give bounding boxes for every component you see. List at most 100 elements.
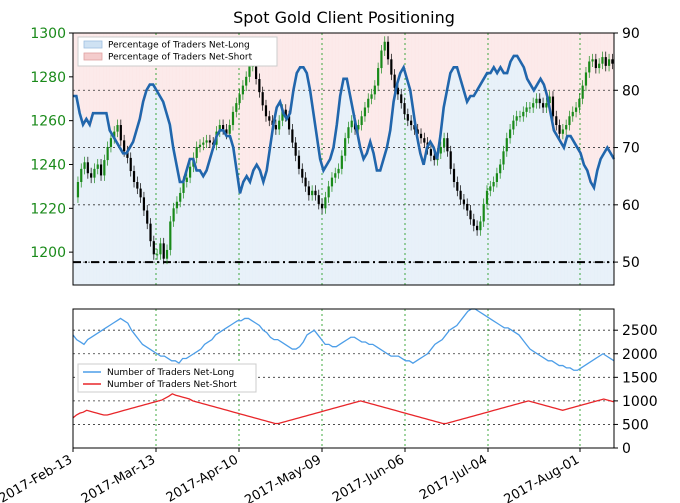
net-long-band [212, 147, 217, 285]
net-long-band [152, 84, 157, 285]
left-tick-label: 1240 [30, 157, 66, 173]
net-short-band [365, 33, 369, 154]
candle-body [106, 146, 109, 161]
net-short-band [371, 33, 376, 154]
candle-body [103, 160, 106, 176]
net-long-band [215, 136, 220, 285]
net-long-band [149, 84, 154, 285]
candle-body [495, 173, 498, 183]
net-long-band [481, 78, 485, 285]
candle-body [525, 107, 528, 112]
net-long-band [79, 113, 84, 286]
candle-body [113, 131, 116, 139]
candle-body [340, 155, 343, 169]
net-long-band [182, 181, 187, 285]
date-tick-label: 2017-Aug-01 [502, 452, 582, 503]
net-short-band [162, 33, 167, 102]
net-short-band [315, 33, 320, 137]
net-long-band [132, 141, 137, 285]
net-long-band [434, 159, 439, 285]
net-long-band [162, 101, 167, 285]
net-short-legend-swatch [83, 52, 103, 61]
candle-body [439, 146, 442, 154]
net-short-band [458, 33, 462, 79]
trader-count-panel: 0 500 1000 1500 2000 2500 Number of Traders N… [72, 308, 658, 457]
net-long-band [219, 130, 223, 285]
candle-body [311, 190, 314, 196]
candle-body [462, 199, 466, 204]
net-long-band [511, 55, 515, 285]
net-long-band [394, 84, 399, 285]
net-long-band [268, 147, 273, 285]
net-long-band [527, 84, 532, 285]
net-short-band [381, 33, 386, 159]
net-short-band [242, 33, 246, 182]
candle-body [607, 59, 611, 66]
net-long-band [491, 67, 495, 285]
candle-body [139, 188, 142, 198]
net-short-band [507, 33, 512, 62]
net-short-band [497, 33, 502, 68]
net-short-band [295, 33, 300, 74]
right-tick-label: 70 [622, 141, 640, 157]
net-short-band [517, 33, 522, 62]
net-long-band [531, 90, 535, 286]
net-short-band [248, 33, 253, 182]
net-long-band [550, 130, 555, 285]
candle-body [317, 195, 320, 204]
net-long-band [431, 147, 436, 285]
net-long-band [567, 136, 572, 285]
net-short-band [338, 33, 343, 96]
candle-body [99, 164, 103, 176]
candle-body [238, 94, 241, 104]
candle-body [512, 120, 515, 130]
net-short-band [238, 33, 243, 194]
net-short-band [92, 33, 97, 114]
candle-body [423, 138, 426, 143]
net-long-band [318, 159, 323, 285]
candle-body [284, 109, 287, 117]
candle-body [80, 168, 83, 183]
candle-body [218, 125, 221, 132]
net-long-band [477, 84, 482, 285]
net-long-band [89, 124, 94, 285]
net-long-band [421, 164, 426, 285]
net-short-band [318, 33, 323, 159]
net-short-band [268, 33, 273, 148]
net-short-band [424, 33, 429, 148]
candle-body [254, 65, 258, 80]
net-long-band [235, 170, 240, 285]
net-short-band [414, 33, 419, 137]
net-long-band [388, 130, 393, 285]
candle-body [195, 146, 198, 158]
candle-body [558, 125, 561, 134]
net-short-band [487, 33, 492, 74]
net-long-band [501, 73, 505, 285]
net-long-band [424, 147, 429, 285]
net-long-band [179, 181, 183, 285]
net-short-band [590, 33, 595, 188]
net-short-band [202, 33, 207, 177]
candle-body [466, 203, 469, 211]
net-long-legend-swatch [83, 40, 103, 49]
net-short-band [514, 33, 519, 56]
net-long-band [560, 147, 565, 285]
net-short-band [398, 33, 402, 74]
net-short-band [527, 33, 532, 85]
net-long-band [461, 90, 466, 286]
net-short-band [537, 33, 542, 79]
net-long-band [262, 181, 266, 285]
net-long-band [255, 164, 260, 285]
net-long-band [109, 130, 114, 285]
candle-body [245, 76, 248, 86]
net-long-band [610, 159, 615, 285]
net-long-percentage-line [73, 54, 616, 194]
count-tick-label: 0 [622, 441, 631, 457]
candle-body [189, 166, 192, 178]
candle-body [83, 162, 86, 169]
net-long-band [199, 170, 203, 285]
net-short-band [139, 33, 144, 119]
net-short-band [434, 33, 439, 159]
net-long-band [341, 78, 346, 285]
net-short-band [215, 33, 220, 137]
